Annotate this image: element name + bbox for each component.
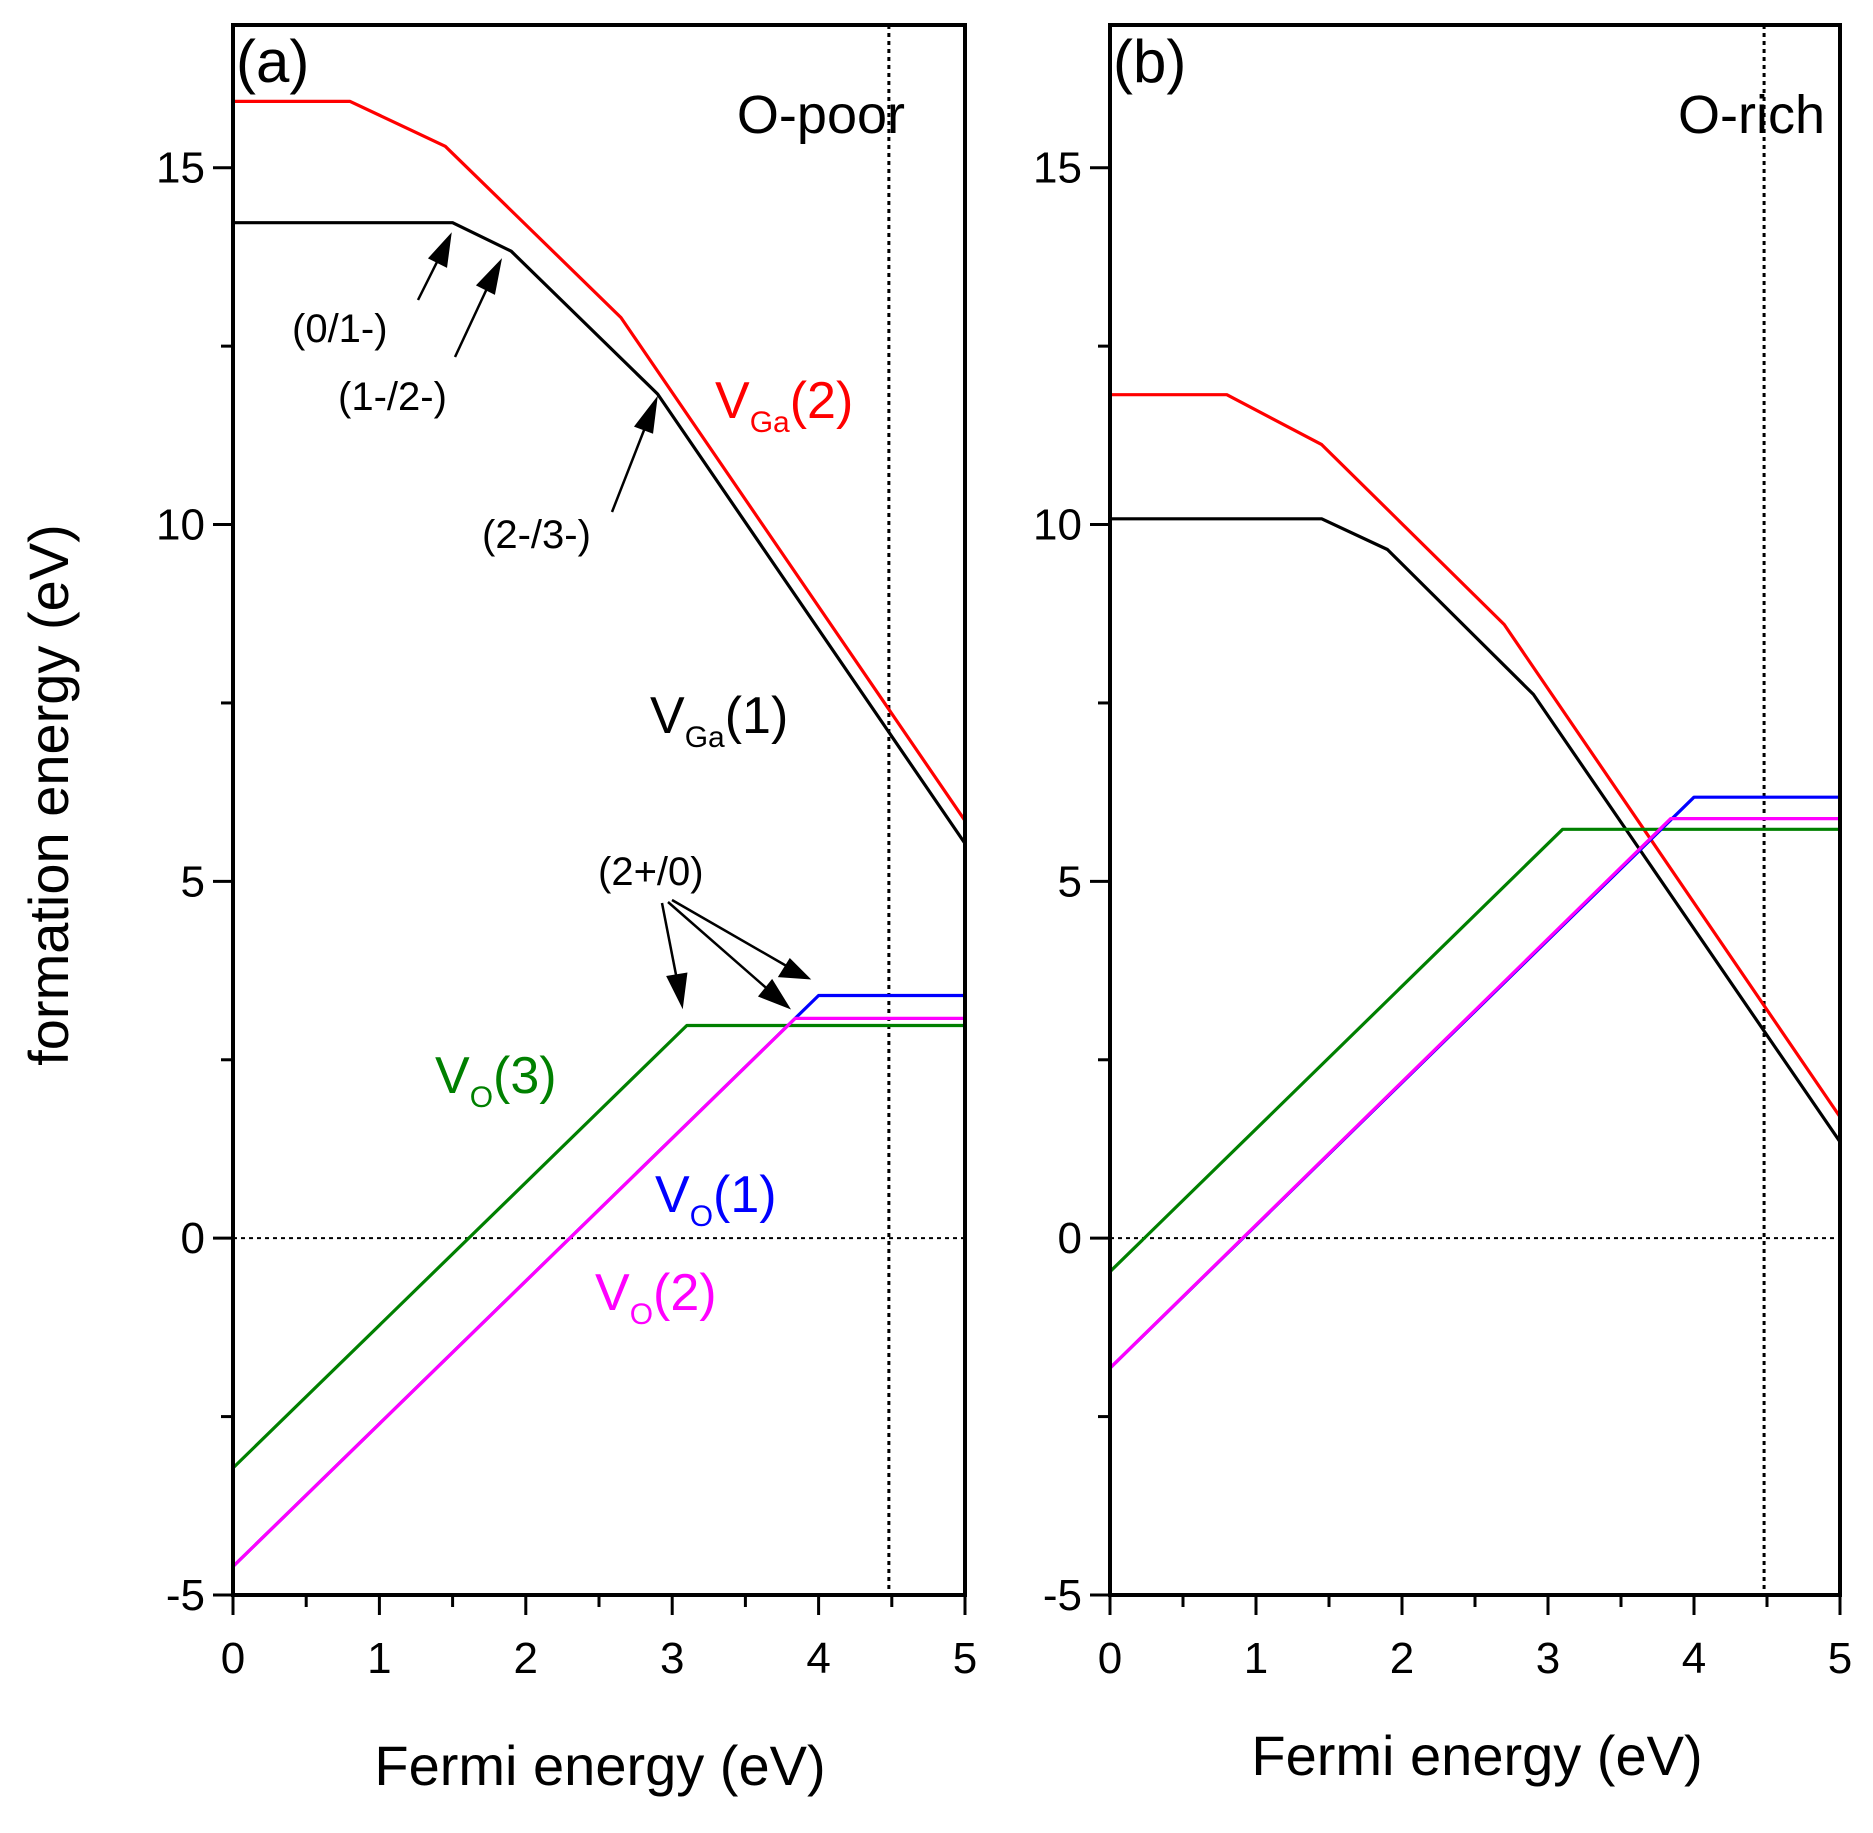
x-tick-label-a: 0 (221, 1634, 245, 1683)
label-vga1-a: VGa(1) (650, 687, 788, 754)
y-tick-label-b: 0 (1058, 1214, 1082, 1263)
series-line-vga2-a (233, 99, 967, 822)
label-vga2-a-base: V (715, 372, 750, 430)
x-tick-label-a: 4 (806, 1634, 830, 1683)
y-tick-label-a: 5 (181, 857, 205, 906)
y-tick-label-b: -5 (1043, 1571, 1082, 1620)
label-vo1-a-base: V (655, 1166, 690, 1224)
series-line-vga1-a (233, 221, 967, 845)
panel-a-plot-area: 0 1 2 3 4 5 -5 0 5 10 15 Fermi energy (eV) (156, 23, 977, 1797)
label-vo3-a: VO(3) (435, 1047, 557, 1114)
y-tick-label-b: 5 (1058, 857, 1082, 906)
label-vga2-a-sub: Ga (750, 406, 790, 439)
y-tick-label-a: 15 (156, 144, 205, 193)
label-vo1-a-sub: O (690, 1200, 713, 1233)
arrow-2plus-0-b (667, 901, 773, 994)
label-vo2-a-sub: O (630, 1298, 653, 1331)
arrow-1-2 (453, 281, 492, 358)
panel-b-letter: (b) (1113, 28, 1186, 95)
series-line-vga1-b (1110, 517, 1842, 1143)
arrow-2plus-0-c-head (777, 958, 812, 980)
annotation-1-2: (1-/2-) (338, 375, 447, 419)
panel-a-o-poor: 0 1 2 3 4 5 -5 0 5 10 15 Fermi energy (eV) (a) O-po… (156, 23, 977, 1797)
y-tick-label-a: -5 (166, 1571, 205, 1620)
label-vo1-a-suffix: (1) (713, 1166, 777, 1224)
label-vga2-a: VGa(2) (715, 372, 853, 439)
x-tick-label-a: 2 (514, 1634, 538, 1683)
arrow-0-1-head (427, 232, 452, 268)
panel-b-plot-area: 0 1 2 3 4 5 -5 0 5 10 15 Fermi energy (eV) (1033, 23, 1852, 1787)
arrow-2plus-0-b-head (757, 978, 792, 1010)
panel-a-letter: (a) (236, 28, 309, 95)
series-line-vo1-b (1108, 795, 1840, 1370)
label-vo3-a-suffix: (3) (493, 1047, 557, 1105)
x-axis-title-b: Fermi energy (eV) (1251, 1724, 1702, 1787)
arrow-1-2-head (475, 258, 503, 295)
x-tick-label-a: 5 (953, 1634, 977, 1683)
annotation-arrows (416, 232, 812, 1010)
label-vo1-a: VO(1) (655, 1166, 777, 1233)
series-line-vga2-b (1110, 393, 1842, 1118)
y-tick-label-a: 0 (181, 1214, 205, 1263)
panel-a-condition-label: O-poor (737, 85, 905, 145)
series-line-vo2-a (231, 1016, 965, 1568)
x-tick-label-a: 1 (367, 1634, 391, 1683)
annotation-2plus-0: (2+/0) (598, 850, 704, 894)
label-vga1-a-suffix: (1) (725, 687, 789, 745)
label-vo3-a-base: V (435, 1047, 470, 1105)
arrow-2plus-0-c (671, 898, 791, 970)
label-vo3-a-sub: O (470, 1081, 493, 1114)
arrow-2plus-0-a (660, 902, 680, 986)
label-vga2-a-suffix: (2) (790, 372, 854, 430)
x-tick-label-b: 5 (1828, 1634, 1852, 1683)
x-tick-label-b: 1 (1244, 1634, 1268, 1683)
arrow-2plus-0-a-head (666, 972, 688, 1010)
x-tick-label-b: 4 (1682, 1634, 1706, 1683)
label-vo2-a: VO(2) (595, 1264, 717, 1331)
label-vga1-a-base: V (650, 687, 685, 745)
label-vga1-a-sub: Ga (685, 721, 725, 754)
x-tick-label-b: 2 (1390, 1634, 1414, 1683)
x-tick-label-b: 3 (1536, 1634, 1560, 1683)
y-tick-label-b: 15 (1033, 144, 1082, 193)
x-axis-title-a: Fermi energy (eV) (374, 1734, 825, 1797)
panel-b-condition-label: O-rich (1678, 85, 1825, 145)
annotation-0-1: (0/1-) (292, 307, 388, 351)
y-tick-label-a: 10 (156, 501, 205, 550)
x-tick-label-a: 3 (660, 1634, 684, 1683)
panel-b-o-rich: 0 1 2 3 4 5 -5 0 5 10 15 Fermi energy (eV) (b) O-ri… (1033, 23, 1852, 1787)
label-vo2-a-suffix: (2) (653, 1264, 717, 1322)
y-axis-title: formation energy (eV) (17, 524, 80, 1066)
annotation-2-3: (2-/3-) (482, 513, 591, 557)
series-line-vo2-b (1108, 816, 1840, 1370)
series-line-vo3-b (1108, 827, 1840, 1273)
y-tick-label-b: 10 (1033, 501, 1082, 550)
label-vo2-a-base: V (595, 1264, 630, 1322)
series-line-vo3-a (231, 1023, 965, 1470)
arrow-2-3 (610, 419, 650, 513)
plot-frame-b (1108, 23, 1842, 1597)
arrow-2-3-head (633, 395, 658, 434)
x-tick-label-b: 0 (1098, 1634, 1122, 1683)
